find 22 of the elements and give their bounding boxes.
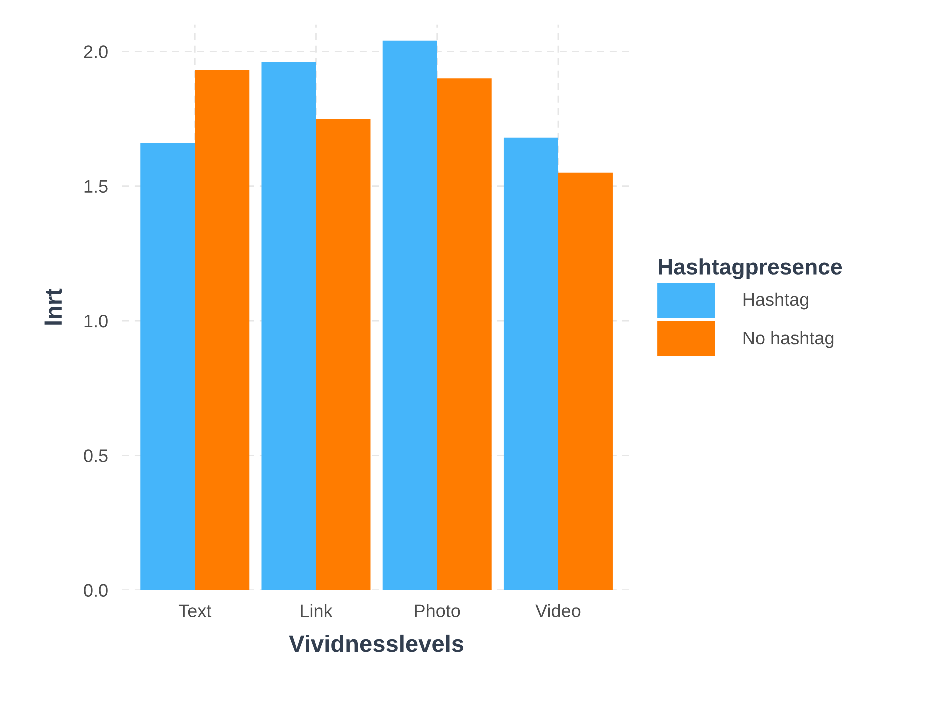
bar	[558, 172, 613, 590]
bar	[262, 62, 316, 590]
x-tick-label: Photo	[415, 604, 460, 618]
y-tick-label: 2.0	[84, 46, 108, 58]
x-axis-title: Vividnesslevels	[289, 634, 464, 652]
x-tick-label: Text	[178, 604, 212, 618]
bar	[195, 70, 250, 590]
y-tick-label: 1.0	[84, 314, 108, 328]
bar	[316, 119, 371, 590]
x-tick-label: Video	[536, 604, 581, 618]
y-axis-title: lnrt	[44, 288, 62, 325]
bar	[140, 143, 196, 590]
legend-label: Hashtag	[744, 292, 809, 310]
bar	[504, 138, 558, 590]
y-tick-label: 0.5	[84, 450, 108, 462]
x-tick-label: Link	[301, 604, 333, 618]
bar	[437, 78, 492, 590]
bar	[382, 40, 438, 590]
legend-label: No hashtag	[744, 331, 834, 348]
y-tick-label: 0.0	[84, 584, 108, 598]
legend-title: Hashtagpresence	[659, 258, 842, 280]
y-tick-label: 1.5	[84, 180, 108, 194]
